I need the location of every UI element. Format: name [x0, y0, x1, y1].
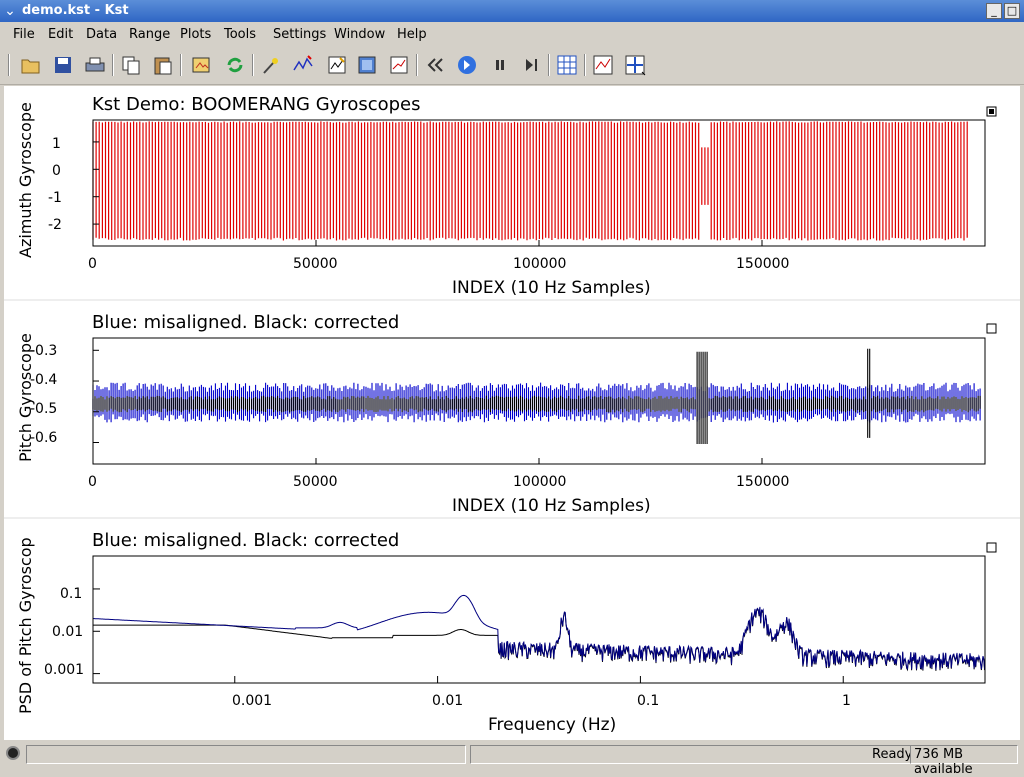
plots-canvas[interactable]	[4, 86, 1020, 740]
zoom-xy-icon[interactable]	[590, 52, 616, 78]
status-text: Ready	[872, 747, 913, 762]
plot3-frame	[92, 555, 986, 684]
play-icon[interactable]	[454, 52, 480, 78]
plot1-ytick: -2	[48, 217, 62, 233]
status-message-field	[26, 745, 466, 764]
toolbar-separator	[180, 54, 182, 76]
plot2-select-box[interactable]	[986, 323, 997, 334]
export-icon[interactable]	[188, 52, 214, 78]
plot1-series-red	[92, 121, 968, 241]
plot2-xtick: 50000	[293, 474, 338, 490]
title-bar: ⌄ demo.kst - Kst _ □	[0, 0, 1024, 22]
plot2-xtick: 150000	[736, 474, 790, 490]
edit-plot-icon[interactable]	[386, 52, 412, 78]
plot2-ytick: -0.5	[30, 401, 58, 417]
plot2-ytick: -0.4	[30, 372, 58, 388]
zoom-menu-icon[interactable]	[622, 52, 648, 78]
pause-icon[interactable]	[487, 52, 513, 78]
plot3-ytick: 0.1	[60, 586, 83, 602]
plot3-ylabel: PSD of Pitch Gyroscop	[16, 537, 35, 714]
window-title: demo.kst - Kst	[22, 3, 129, 18]
status-bar: Ready 736 MB available	[0, 742, 1024, 777]
plot-window[interactable]: Kst Demo: BOOMERANG Gyroscopes Azimuth G…	[4, 86, 1020, 740]
menu-edit[interactable]: Edit	[48, 27, 74, 42]
plot1-select-mark	[989, 109, 994, 114]
menu-plots[interactable]: Plots	[180, 27, 212, 42]
plot3-xtick: 0.1	[637, 693, 660, 709]
open-icon[interactable]	[18, 52, 44, 78]
menu-settings[interactable]: Settings	[273, 27, 327, 42]
plot3-xlabel: Frequency (Hz)	[488, 715, 617, 735]
forward-icon[interactable]	[519, 52, 545, 78]
plot1-xtick: 150000	[736, 256, 790, 272]
plot3-xtick: 0.01	[432, 693, 464, 709]
toolbar-separator	[416, 54, 418, 76]
plot3-xtick: 0.001	[232, 693, 273, 709]
reload-icon[interactable]	[222, 52, 248, 78]
copy-icon[interactable]	[118, 52, 144, 78]
plot1-ytick: 1	[52, 136, 61, 152]
back-icon[interactable]	[422, 52, 448, 78]
toolbar-separator	[584, 54, 586, 76]
plot3-ytick: 0.01	[52, 624, 84, 640]
plot1-title: Kst Demo: BOOMERANG Gyroscopes	[92, 94, 421, 115]
memory-field: 736 MB available	[910, 745, 1018, 777]
plot2-ytick: -0.3	[30, 343, 58, 359]
save-icon[interactable]	[50, 52, 76, 78]
menu-file[interactable]: File	[13, 27, 35, 42]
plot1-xtick: 0	[88, 256, 97, 272]
magic-wand-icon[interactable]	[258, 52, 284, 78]
toolbar	[0, 46, 1024, 85]
plot1-xtick: 100000	[513, 256, 567, 272]
plot2-xtick: 100000	[513, 474, 567, 490]
menu-range[interactable]: Range	[129, 27, 171, 42]
paste-icon[interactable]	[150, 52, 176, 78]
toolbar-separator	[252, 54, 254, 76]
plot2-title: Blue: misaligned. Black: corrected	[92, 312, 400, 333]
window-menu-icon[interactable]: ⌄	[4, 3, 16, 19]
layout-mode-icon[interactable]	[554, 52, 580, 78]
plot1-xtick: 50000	[293, 256, 338, 272]
plot3-xtick: 1	[842, 693, 851, 709]
edit-curve-icon[interactable]	[324, 52, 350, 78]
plot2-xtick: 0	[88, 474, 97, 490]
plot3-series-black	[93, 607, 986, 672]
print-icon[interactable]	[82, 52, 108, 78]
plot2-xlabel: INDEX (10 Hz Samples)	[452, 496, 651, 516]
menu-window[interactable]: Window	[334, 27, 386, 42]
toolbar-separator	[112, 54, 114, 76]
data-wizard-icon[interactable]	[290, 52, 316, 78]
plot3-series-blue	[92, 594, 986, 671]
record-indicator-icon	[6, 746, 20, 760]
menu-bar: File Edit Data Range Plots Tools Setting…	[0, 22, 1024, 46]
maximize-button[interactable]: □	[1004, 3, 1020, 19]
edit-image-icon[interactable]	[354, 52, 380, 78]
minimize-button[interactable]: _	[986, 3, 1002, 19]
plot3-select-box[interactable]	[986, 542, 997, 553]
plot2-ytick: -0.6	[30, 430, 58, 446]
toolbar-handle	[8, 54, 10, 76]
menu-data[interactable]: Data	[86, 27, 118, 42]
plot1-ylabel: Azimuth Gyroscope	[16, 102, 35, 258]
status-progress-field	[470, 745, 912, 764]
plot1-ytick: -1	[48, 190, 62, 206]
menu-help[interactable]: Help	[397, 27, 427, 42]
plot3-title: Blue: misaligned. Black: corrected	[92, 530, 400, 551]
plot1-xlabel: INDEX (10 Hz Samples)	[452, 278, 651, 298]
menu-tools[interactable]: Tools	[224, 27, 257, 42]
plot1-ytick: 0	[52, 163, 61, 179]
toolbar-separator	[548, 54, 550, 76]
plot3-ytick: 0.001	[44, 662, 85, 678]
